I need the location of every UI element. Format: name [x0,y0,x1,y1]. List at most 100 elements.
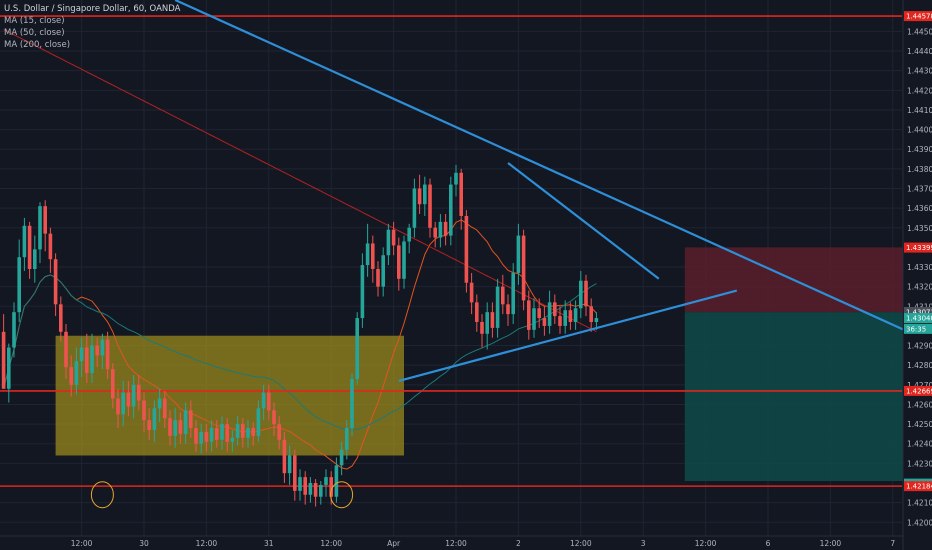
candle[interactable] [573,308,578,322]
candle[interactable] [142,400,146,421]
candle[interactable] [17,257,21,313]
price-tag[interactable] [904,313,932,324]
candle[interactable] [116,398,120,415]
candle[interactable] [204,431,209,442]
candle[interactable] [469,282,474,303]
candle[interactable] [79,347,84,362]
candle[interactable] [163,398,167,419]
candle[interactable] [256,408,261,436]
candle[interactable] [64,331,68,368]
candle[interactable] [558,316,562,326]
candle[interactable] [235,424,240,438]
legend-ma50[interactable]: MA (50, close) [4,28,65,38]
candle[interactable] [386,229,391,256]
candle[interactable] [459,172,463,216]
price-tag[interactable] [904,11,932,22]
candle[interactable] [85,347,89,374]
candle[interactable] [194,428,198,444]
zone-stop[interactable] [684,247,932,313]
candle[interactable] [12,312,16,348]
candle[interactable] [584,280,588,307]
candle[interactable] [131,384,136,407]
candle[interactable] [251,428,255,436]
price-tag[interactable] [904,323,932,334]
candle[interactable] [303,477,307,495]
candle[interactable] [417,188,422,205]
candle[interactable] [189,410,193,429]
candle[interactable] [527,300,531,330]
candle[interactable] [506,304,510,315]
candle[interactable] [423,184,427,205]
legend-ma15[interactable]: MA (15, close) [4,16,65,26]
candle[interactable] [59,304,63,332]
candle[interactable] [199,431,203,444]
candle[interactable] [563,310,567,326]
candle[interactable] [537,308,541,319]
candle[interactable] [1,331,6,389]
candle[interactable] [272,410,276,425]
candle[interactable] [43,206,47,234]
candle[interactable] [480,321,484,334]
candle[interactable] [95,345,99,356]
candle[interactable] [74,361,79,385]
candle[interactable] [350,378,354,429]
candle[interactable] [168,418,172,436]
candle[interactable] [69,367,73,385]
candle[interactable] [287,455,292,474]
candle[interactable] [360,265,365,319]
candle[interactable] [542,318,547,326]
candle[interactable] [568,310,573,322]
candle[interactable] [365,243,370,266]
candle[interactable] [324,477,328,485]
candle[interactable] [126,392,131,407]
candle[interactable] [27,225,32,269]
candle[interactable] [173,420,177,436]
candle[interactable] [152,408,157,430]
candle[interactable] [147,420,151,430]
candle[interactable] [7,347,11,389]
candle[interactable] [371,243,375,269]
candle[interactable] [225,424,229,442]
price-tag[interactable] [904,385,932,396]
candle[interactable] [33,249,37,269]
candle[interactable] [412,188,417,228]
candle[interactable] [121,392,125,415]
candle[interactable] [579,280,583,309]
candle[interactable] [209,428,214,442]
candle[interactable] [339,449,344,466]
candle[interactable] [402,241,406,279]
candle[interactable] [501,286,505,305]
candle[interactable] [100,339,105,356]
candle[interactable] [547,302,552,326]
candle[interactable] [38,206,42,250]
candle[interactable] [53,259,58,305]
trendline[interactable] [507,162,660,280]
candle[interactable] [516,235,521,273]
candle[interactable] [22,225,27,258]
candle[interactable] [438,221,443,238]
circle-annotation[interactable] [330,481,354,509]
candle[interactable] [319,484,323,497]
candle[interactable] [381,255,385,287]
circle-annotation[interactable] [90,481,114,509]
candle[interactable] [90,345,94,374]
legend-ma200[interactable]: MA (200, close) [4,40,71,50]
candle[interactable] [589,306,593,322]
candle[interactable] [137,384,141,401]
candle[interactable] [282,439,287,474]
candle[interactable] [345,428,349,450]
candle[interactable] [267,392,271,411]
candle[interactable] [521,235,526,301]
candle[interactable] [241,424,245,438]
candle[interactable] [313,482,318,497]
candle[interactable] [511,272,515,315]
candle[interactable] [230,437,235,442]
candle[interactable] [308,482,313,495]
candle[interactable] [485,312,489,334]
candle[interactable] [464,215,469,283]
candle[interactable] [178,420,183,434]
candle[interactable] [105,339,110,370]
candle[interactable] [298,477,302,491]
price-tag[interactable] [904,242,932,253]
